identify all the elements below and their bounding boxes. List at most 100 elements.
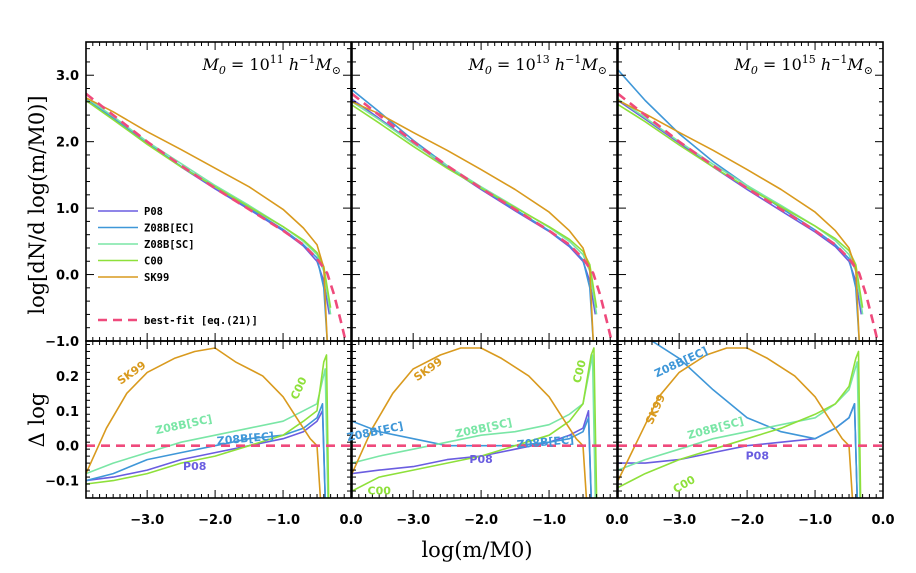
panel-1: −3.0 −2.0 −1.0 0.0M0 = 1013 h−1M⊙SK99 C00Z08…: [346, 41, 629, 528]
series-top-z08b-ec-: [352, 89, 594, 341]
x-tick-label: −3.0: [396, 513, 430, 528]
series-top-sk99: [86, 97, 328, 341]
x-tick-label: 0.0: [871, 513, 894, 528]
series-top-z08b-sc-: [618, 98, 864, 315]
title-eq: = 10: [492, 55, 536, 74]
series-top-p08: [352, 98, 597, 315]
x-tick-label: −3.0: [662, 513, 696, 528]
series-bottom-sk99: [618, 347, 854, 498]
series-top-z08b-sc-: [352, 101, 598, 315]
panel-frame-bottom: [351, 340, 618, 499]
series-top-z08b-sc-: [86, 97, 332, 315]
curve-label-z08b-sc-: Z08B[SC]: [454, 416, 513, 441]
curve-label-z08b-ec-: Z08B[EC]: [516, 433, 574, 451]
legend-label-c00: C00: [144, 256, 163, 268]
curve-label-c00: C00: [570, 358, 589, 384]
y-tick-label-top: 3.0: [56, 69, 79, 84]
x-tick-label: 0.0: [605, 513, 628, 528]
x-tick-label: −2.0: [198, 513, 232, 528]
panel-title: M0 = 1011 h−1M⊙: [201, 53, 341, 77]
series-top-z08b-ec-: [618, 69, 860, 341]
legend-label-sk99: SK99: [144, 272, 169, 284]
curve-label-p08: P08: [746, 450, 769, 463]
series-group-top: [86, 92, 347, 341]
y-tick-label-bottom: −0.1: [45, 475, 79, 490]
series-bottom-c00: [352, 347, 598, 498]
plot-root: −3.0 −2.0 −1.0 0.0 M0 = 1011 h−1M⊙ SK99 C00 Z08…: [45, 41, 895, 528]
legend-label-z08b-ec-: Z08B[EC]: [144, 223, 195, 235]
series-group-bottom: [618, 341, 883, 498]
panel-title: M0 = 1013 h−1M⊙: [467, 53, 607, 77]
title-exp: 15: [802, 53, 816, 66]
legend: P08 Z08B[EC] Z08B[SC] C00 SK99 best-fit [eq.(…: [98, 206, 258, 327]
title-msun-sub: ⊙: [598, 64, 607, 77]
x-tick-label: −2.0: [730, 513, 764, 528]
series-top-sk99: [352, 101, 594, 341]
series-bottom-c00: [618, 350, 862, 498]
panel-title: M0 = 1015 h−1M⊙: [733, 53, 873, 77]
title-exp: 13: [536, 53, 550, 66]
legend-label-z08b-sc-: Z08B[SC]: [144, 239, 195, 251]
series-bottom-z08b-ec-: [86, 402, 326, 498]
series-group-bottom: [86, 347, 351, 498]
curve-label-c00: C00: [671, 473, 698, 496]
y-axis-title-top: log[dN/d log(m/M0)]: [25, 95, 49, 314]
series-bottom-sk99: [352, 347, 588, 498]
curve-label-p08: P08: [183, 460, 206, 473]
title-h: h: [816, 55, 831, 74]
curve-label-sk99: SK99: [643, 392, 668, 426]
series-group-top: [618, 69, 879, 341]
x-tick-label: −2.0: [464, 513, 498, 528]
title-h: h: [284, 55, 299, 74]
series-bottom-z08b-ec-: [651, 341, 858, 498]
y-tick-label-top: −1.0: [45, 335, 79, 350]
series-top-c00: [86, 99, 332, 308]
panel-frame-bottom: [85, 340, 352, 499]
curve-label-z08b-ec-: Z08B[EC]: [216, 430, 274, 448]
series-top-z08b-ec-: [86, 97, 328, 341]
title-msun-sub: ⊙: [332, 64, 341, 77]
x-tick-label: −1.0: [266, 513, 300, 528]
title-m: M: [467, 55, 485, 74]
curve-label-z08b-sc-: Z08B[SC]: [154, 412, 213, 437]
x-tick-label: −1.0: [532, 513, 566, 528]
legend-label-best-fit: best-fit [eq.(21)]: [144, 315, 258, 327]
y-tick-label-top: 2.0: [56, 136, 79, 151]
series-bottom-p08: [352, 409, 592, 498]
x-tick-label: −1.0: [798, 513, 832, 528]
series-bottom-z08b-sc-: [618, 361, 861, 498]
curve-label-z08b-ec-: Z08B[EC]: [652, 344, 709, 380]
legend-label-p08: P08: [144, 206, 163, 218]
curve-label-c00: C00: [288, 375, 310, 402]
curve-label-sk99: SK99: [115, 359, 148, 388]
title-m: M: [201, 55, 219, 74]
y-tick-label-bottom: 0.2: [56, 370, 79, 385]
x-axis-title: log(m/M0): [421, 538, 532, 562]
series-group-bottom: [352, 347, 617, 498]
series-bottom-c00: [86, 354, 330, 498]
curve-label-sk99: SK99: [411, 355, 444, 384]
title-m: M: [733, 55, 751, 74]
panel-frame-bottom: [617, 340, 884, 499]
panel-2: −3.0 −2.0 −1.0 0.0 M0 = 1015 h−1M⊙ Z08B[EC] SK…: [617, 41, 895, 528]
panel-0: −3.0 −2.0 −1.0 0.0M0 = 1011 h−1M⊙SK99C00Z08…: [85, 41, 363, 528]
series-top-c00: [618, 103, 864, 308]
title-h: h: [550, 55, 565, 74]
series-top-best-fit: [618, 92, 879, 341]
title-eq: = 10: [758, 55, 802, 74]
title-eq: = 10: [226, 55, 270, 74]
series-top-p08: [618, 99, 863, 315]
y-tick-label-top: 0.0: [56, 269, 79, 284]
series-group-top: [352, 89, 613, 341]
title-sub: 0: [219, 64, 226, 77]
series-top-best-fit: [86, 92, 347, 341]
y-tick-label-bottom: 0.1: [56, 405, 79, 420]
title-hexp: −1: [831, 53, 847, 66]
title-msun: M: [314, 55, 332, 74]
x-tick-label: −3.0: [130, 513, 164, 528]
series-top-best-fit: [352, 92, 613, 341]
title-hexp: −1: [565, 53, 581, 66]
title-sub: 0: [485, 64, 492, 77]
title-msun: M: [846, 55, 864, 74]
